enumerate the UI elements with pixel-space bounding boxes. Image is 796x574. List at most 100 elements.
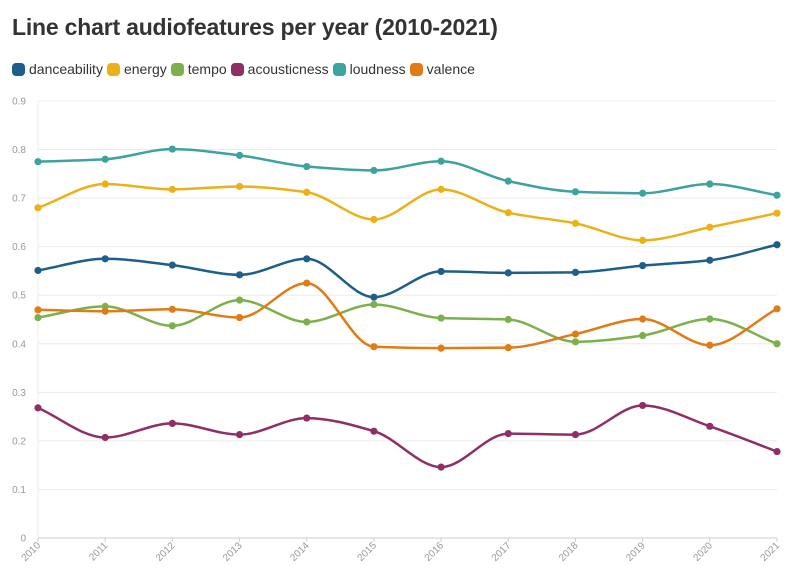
series-points <box>34 145 781 471</box>
legend: danceability energy tempo acousticness loudn… <box>12 61 479 77</box>
chart-title: Line chart audiofeatures per year (2010-… <box>12 14 498 40</box>
y-tick-label: 0.2 <box>12 436 26 447</box>
legend-item-tempo: tempo <box>170 61 227 77</box>
point-energy-2011[interactable] <box>101 180 109 188</box>
point-energy-2015[interactable] <box>370 215 378 224</box>
point-valence-2018[interactable] <box>571 330 580 338</box>
gridlines <box>37 100 777 539</box>
point-energy-2013[interactable] <box>235 182 244 191</box>
point-tempo-2013[interactable] <box>235 296 244 304</box>
point-energy-2018[interactable] <box>571 219 580 227</box>
point-valence-2016[interactable] <box>437 344 445 352</box>
point-danceability-2011[interactable] <box>101 255 109 263</box>
point-loudness-2021[interactable] <box>773 191 781 199</box>
point-danceability-2019[interactable] <box>639 262 647 270</box>
point-loudness-2014[interactable] <box>303 162 311 171</box>
y-tick-label: 0.9 <box>12 97 26 108</box>
point-tempo-2020[interactable] <box>706 315 714 323</box>
x-tick-label: 2021 <box>759 540 783 564</box>
point-danceability-2017[interactable] <box>504 269 512 277</box>
legend-label: tempo <box>187 61 227 77</box>
y-tick-label: 0.5 <box>12 291 26 302</box>
point-danceability-2012[interactable] <box>168 261 176 269</box>
point-valence-2014[interactable] <box>303 279 311 287</box>
point-danceability-2013[interactable] <box>235 271 244 279</box>
point-valence-2015[interactable] <box>370 343 378 351</box>
point-valence-2017[interactable] <box>504 344 512 352</box>
x-tick-label: 2020 <box>691 540 715 564</box>
point-energy-2010[interactable] <box>34 204 42 212</box>
point-acousticness-2011[interactable] <box>101 433 109 442</box>
point-loudness-2015[interactable] <box>370 166 378 175</box>
point-tempo-2010[interactable] <box>34 313 42 322</box>
y-tick-label: 0.6 <box>12 242 26 253</box>
point-acousticness-2016[interactable] <box>437 463 445 471</box>
point-energy-2016[interactable] <box>437 185 445 193</box>
point-acousticness-2010[interactable] <box>34 404 42 412</box>
point-valence-2011[interactable] <box>101 307 109 315</box>
point-loudness-2011[interactable] <box>101 155 109 163</box>
point-danceability-2018[interactable] <box>571 268 580 277</box>
y-tick-label: 0.7 <box>12 194 26 205</box>
point-loudness-2020[interactable] <box>706 180 714 188</box>
point-acousticness-2015[interactable] <box>370 427 378 435</box>
legend-swatch <box>230 62 244 76</box>
point-valence-2021[interactable] <box>773 305 781 313</box>
point-loudness-2013[interactable] <box>235 151 244 159</box>
point-energy-2021[interactable] <box>773 209 781 217</box>
point-energy-2012[interactable] <box>168 185 176 193</box>
point-tempo-2014[interactable] <box>303 318 311 326</box>
point-acousticness-2019[interactable] <box>639 401 647 410</box>
series-line-danceability <box>37 243 778 299</box>
point-tempo-2018[interactable] <box>571 338 580 346</box>
point-danceability-2016[interactable] <box>437 267 445 276</box>
point-valence-2012[interactable] <box>168 305 176 313</box>
series-line-acousticness <box>37 404 778 469</box>
point-loudness-2010[interactable] <box>34 158 42 166</box>
point-loudness-2019[interactable] <box>639 189 647 197</box>
point-loudness-2016[interactable] <box>437 157 445 165</box>
point-danceability-2015[interactable] <box>370 293 378 301</box>
legend-item-valence: valence <box>409 61 475 77</box>
point-energy-2014[interactable] <box>303 188 311 196</box>
point-tempo-2017[interactable] <box>504 315 512 324</box>
y-tick-label: 0.4 <box>12 339 26 350</box>
point-valence-2013[interactable] <box>235 313 244 322</box>
point-energy-2017[interactable] <box>504 209 512 217</box>
point-danceability-2010[interactable] <box>34 266 42 275</box>
x-tick-label: 2019 <box>624 540 648 564</box>
legend-item-acousticness: acousticness <box>230 61 329 77</box>
point-tempo-2015[interactable] <box>370 300 378 309</box>
point-tempo-2019[interactable] <box>639 331 647 340</box>
point-acousticness-2013[interactable] <box>235 430 244 439</box>
point-valence-2019[interactable] <box>639 315 647 323</box>
point-tempo-2021[interactable] <box>773 340 781 348</box>
point-tempo-2012[interactable] <box>168 322 176 330</box>
point-danceability-2021[interactable] <box>773 241 781 249</box>
point-danceability-2014[interactable] <box>303 255 311 263</box>
point-acousticness-2017[interactable] <box>504 430 512 438</box>
point-energy-2019[interactable] <box>639 236 647 244</box>
point-loudness-2017[interactable] <box>504 177 512 185</box>
point-valence-2020[interactable] <box>706 341 714 349</box>
x-tick-label: 2015 <box>356 540 380 564</box>
legend-item-energy: energy <box>106 61 167 77</box>
point-energy-2020[interactable] <box>706 223 714 231</box>
point-acousticness-2012[interactable] <box>168 419 176 428</box>
legend-label: loudness <box>349 61 406 77</box>
x-tick-label: 2013 <box>221 540 245 564</box>
point-loudness-2012[interactable] <box>168 145 176 153</box>
point-acousticness-2020[interactable] <box>706 422 714 430</box>
point-loudness-2018[interactable] <box>571 188 580 196</box>
point-danceability-2020[interactable] <box>706 256 714 264</box>
legend-swatch <box>332 62 346 76</box>
point-valence-2010[interactable] <box>34 306 42 314</box>
point-acousticness-2014[interactable] <box>303 414 311 422</box>
legend-label: valence <box>426 61 475 77</box>
legend-swatch <box>170 62 184 76</box>
series-lines <box>37 147 778 469</box>
point-acousticness-2021[interactable] <box>773 447 781 456</box>
point-acousticness-2018[interactable] <box>571 430 580 439</box>
point-tempo-2016[interactable] <box>437 314 445 322</box>
